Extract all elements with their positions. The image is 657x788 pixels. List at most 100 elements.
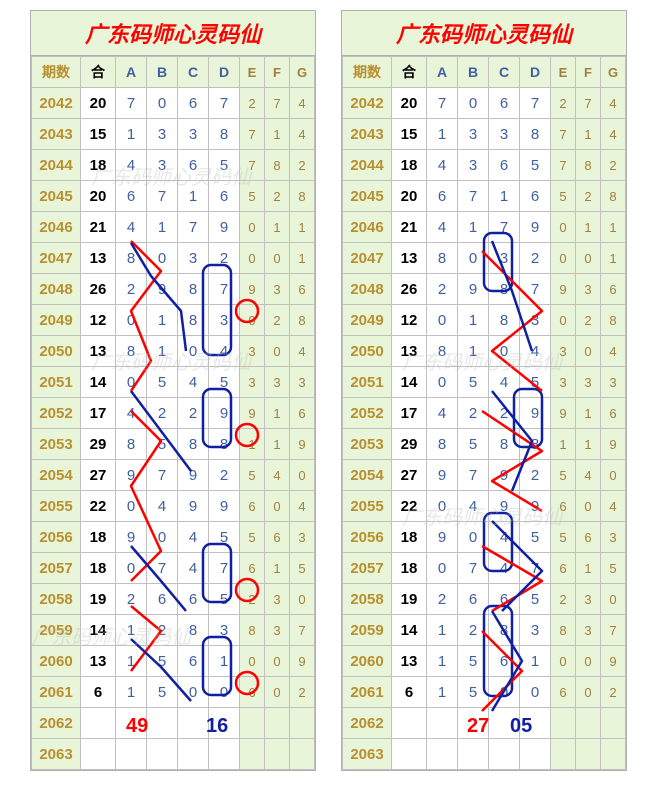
cell-period: 2048 <box>343 274 392 305</box>
cell-c: 6 <box>489 150 520 181</box>
cell-a: 1 <box>116 646 147 677</box>
cell-a: 4 <box>427 398 458 429</box>
cell-g: 4 <box>601 119 626 150</box>
cell-c: 8 <box>489 274 520 305</box>
cell-a: 8 <box>427 429 458 460</box>
cell-period: 2047 <box>343 243 392 274</box>
cell-f: 3 <box>576 274 601 305</box>
cell-c <box>178 708 209 739</box>
cell-e: 2 <box>551 88 576 119</box>
cell-period: 2049 <box>343 305 392 336</box>
cell-c: 9 <box>178 460 209 491</box>
cell-f <box>265 739 290 770</box>
cell-a: 1 <box>116 615 147 646</box>
cell-period: 2056 <box>343 522 392 553</box>
cell-d: 7 <box>209 274 240 305</box>
table-row: 2042207067274 <box>343 88 626 119</box>
cell-g: 1 <box>601 212 626 243</box>
table-row: 2052174229916 <box>343 398 626 429</box>
cell-e: 6 <box>240 491 265 522</box>
cell-sum: 13 <box>392 646 427 677</box>
cell-g: 4 <box>290 336 315 367</box>
cell-e: 5 <box>240 460 265 491</box>
cell-f: 2 <box>576 305 601 336</box>
table-row: 2047138032001 <box>343 243 626 274</box>
cell-period: 2055 <box>32 491 81 522</box>
cell-c: 9 <box>489 491 520 522</box>
cell-e: 0 <box>551 212 576 243</box>
cell-sum: 14 <box>392 367 427 398</box>
cell-b: 4 <box>147 491 178 522</box>
table-row: 2042207067274 <box>32 88 315 119</box>
cell-e: 2 <box>551 584 576 615</box>
cell-g: 4 <box>290 491 315 522</box>
cell-d: 3 <box>520 615 551 646</box>
cell-b: 3 <box>458 119 489 150</box>
cell-b: 5 <box>458 367 489 398</box>
cell-b <box>147 708 178 739</box>
cell-sum: 13 <box>81 646 116 677</box>
cell-sum: 20 <box>392 181 427 212</box>
header-period: 期数 <box>343 57 392 88</box>
cell-g: 7 <box>601 615 626 646</box>
cell-b: 2 <box>147 398 178 429</box>
left-table: 期数 合 A B C D E F G 204220706727420431513… <box>31 56 315 770</box>
cell-period: 2063 <box>343 739 392 770</box>
cell-period: 2049 <box>32 305 81 336</box>
cell-b: 7 <box>147 181 178 212</box>
table-row: 2056189045563 <box>343 522 626 553</box>
cell-period: 2057 <box>32 553 81 584</box>
cell-f <box>265 708 290 739</box>
cell-a: 8 <box>116 336 147 367</box>
cell-e: 0 <box>240 243 265 274</box>
cell-d: 1 <box>520 646 551 677</box>
cell-c: 8 <box>178 305 209 336</box>
cell-sum: 20 <box>392 88 427 119</box>
cell-sum: 22 <box>392 491 427 522</box>
cell-sum: 29 <box>81 429 116 460</box>
cell-e: 6 <box>551 677 576 708</box>
cell-a: 8 <box>116 429 147 460</box>
cell-e: 7 <box>551 119 576 150</box>
cell-f: 7 <box>265 88 290 119</box>
cell-c: 1 <box>489 181 520 212</box>
table-row: 2049120183028 <box>32 305 315 336</box>
cell-period: 2058 <box>343 584 392 615</box>
cell-e: 0 <box>551 243 576 274</box>
cell-a: 9 <box>427 522 458 553</box>
cell-f: 1 <box>576 398 601 429</box>
cell-e: 1 <box>240 429 265 460</box>
cell-c: 7 <box>178 212 209 243</box>
cell-d: 7 <box>209 553 240 584</box>
cell-a: 9 <box>116 522 147 553</box>
left-red-number: 49 <box>126 715 148 738</box>
table-row: 2053298588119 <box>32 429 315 460</box>
header-c: C <box>489 57 520 88</box>
cell-d: 7 <box>520 274 551 305</box>
table-row: 206161500602 <box>32 677 315 708</box>
cell-e <box>551 739 576 770</box>
cell-d: 9 <box>520 398 551 429</box>
cell-g: 3 <box>601 367 626 398</box>
cell-c: 6 <box>178 88 209 119</box>
cell-d: 5 <box>209 584 240 615</box>
cell-e: 7 <box>551 150 576 181</box>
cell-b: 0 <box>458 88 489 119</box>
cell-c: 3 <box>178 119 209 150</box>
cell-period: 2044 <box>32 150 81 181</box>
cell-period: 2048 <box>32 274 81 305</box>
cell-f: 7 <box>576 88 601 119</box>
cell-b: 1 <box>458 212 489 243</box>
cell-e: 6 <box>551 491 576 522</box>
cell-d: 0 <box>520 677 551 708</box>
cell-f: 3 <box>265 584 290 615</box>
cell-c: 8 <box>178 274 209 305</box>
cell-d: 7 <box>209 88 240 119</box>
cell-g <box>601 739 626 770</box>
cell-a: 9 <box>116 460 147 491</box>
table-row: 2054279792540 <box>343 460 626 491</box>
cell-g: 0 <box>290 460 315 491</box>
cell-f: 0 <box>576 646 601 677</box>
cell-c: 6 <box>178 150 209 181</box>
table-row: 2063 <box>343 739 626 770</box>
